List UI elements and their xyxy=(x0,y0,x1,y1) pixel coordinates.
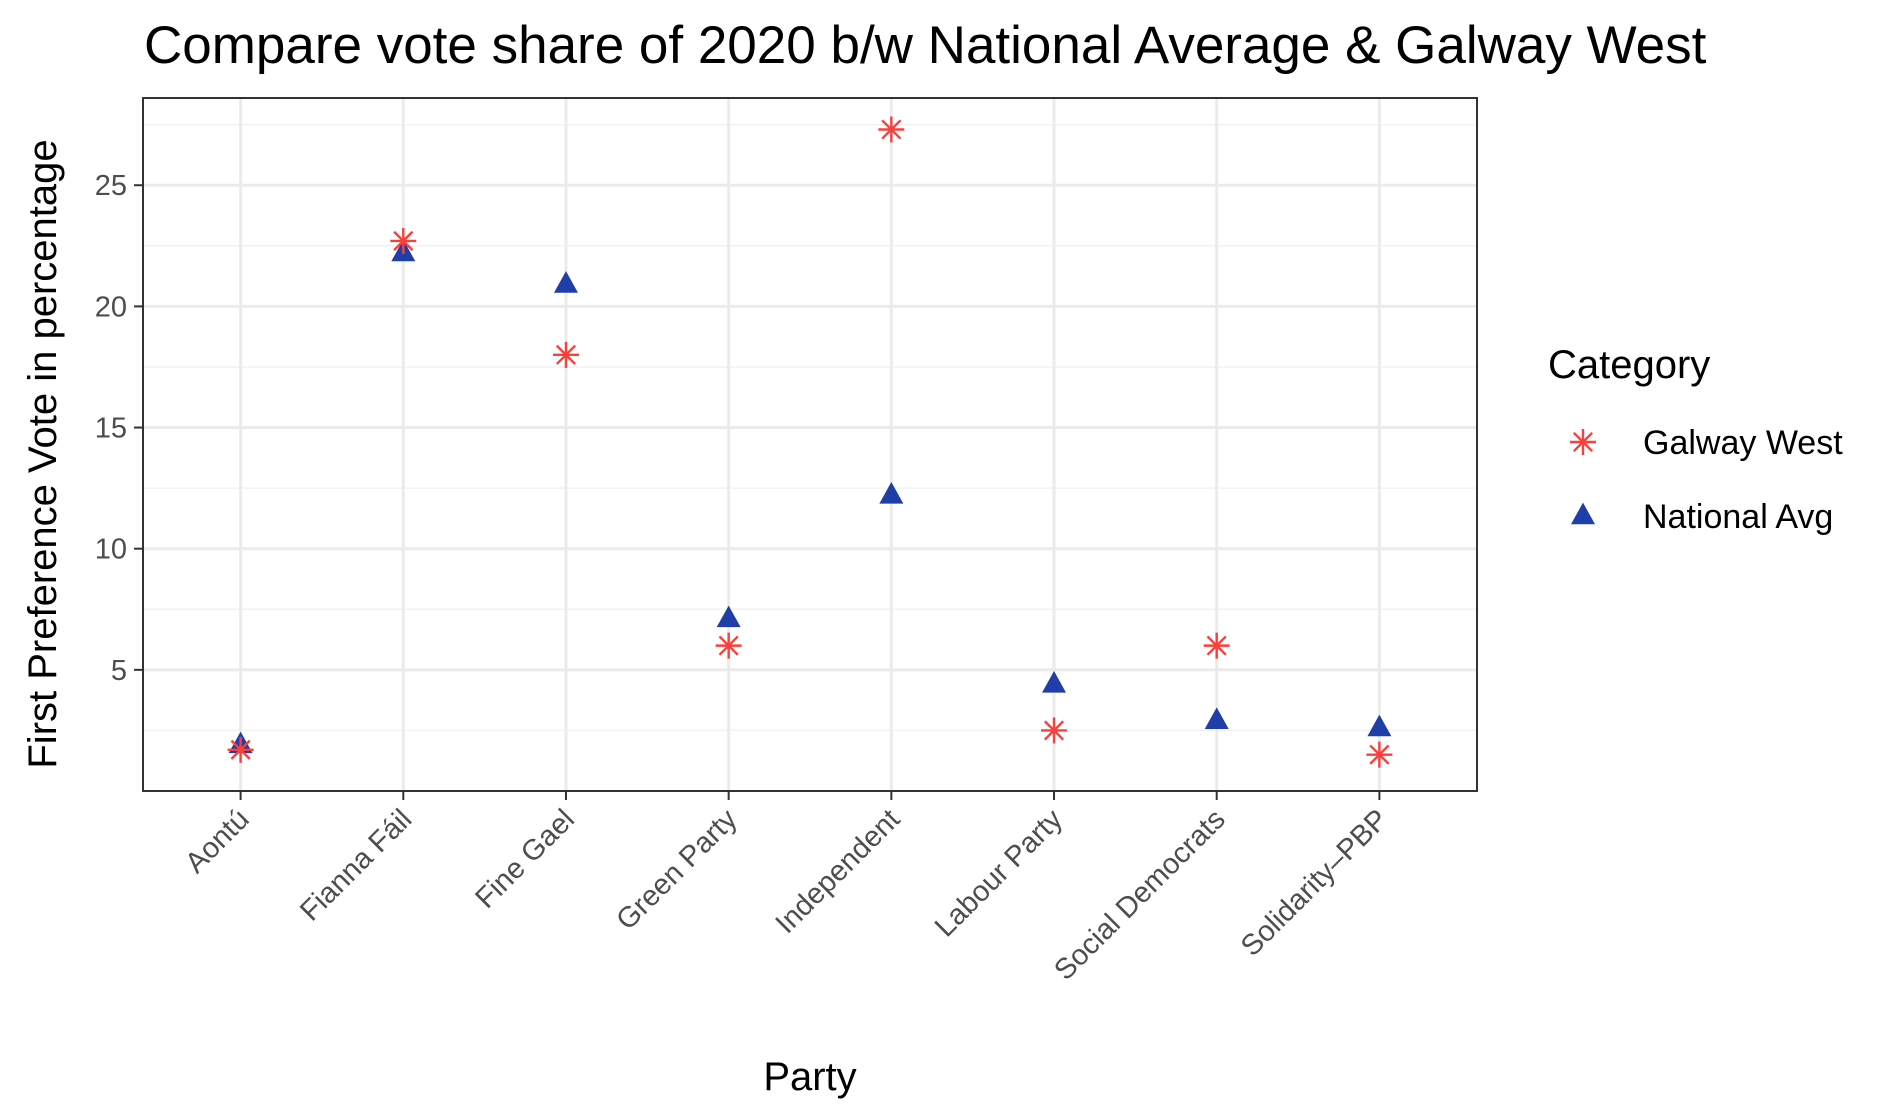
asterisk-stroke xyxy=(1369,744,1390,765)
point-galway-west xyxy=(1366,741,1393,768)
legend-label: Galway West xyxy=(1643,424,1843,462)
asterisk-stroke xyxy=(555,344,577,365)
asterisk-stroke xyxy=(718,635,739,656)
x-axis-title: Party xyxy=(763,1055,856,1099)
chart-title: Compare vote share of 2020 b/w National … xyxy=(144,16,1707,75)
plot-panel-border xyxy=(142,97,1478,792)
point-national-avg xyxy=(553,271,578,293)
asterisk-stroke xyxy=(230,739,251,760)
point-national-avg xyxy=(1204,707,1229,729)
data-points xyxy=(227,116,1393,768)
legend-label: National Avg xyxy=(1643,498,1833,536)
legend-key-national-avg xyxy=(1571,502,1595,525)
point-galway-west xyxy=(390,227,417,254)
legend-key-galway-west xyxy=(1570,429,1596,455)
y-axis-title: First Preference Vote in percentage xyxy=(21,139,65,768)
grid xyxy=(143,98,1477,791)
y-tick-label: 20 xyxy=(95,291,127,323)
asterisk-stroke xyxy=(393,230,414,252)
asterisk-stroke xyxy=(1043,720,1065,741)
asterisk-stroke xyxy=(1572,431,1594,453)
point-galway-west xyxy=(715,632,742,659)
asterisk-stroke xyxy=(881,119,902,140)
y-tick-label: 25 xyxy=(95,170,127,202)
point-national-avg xyxy=(1367,714,1392,737)
point-galway-west xyxy=(878,116,905,143)
y-tick-label: 15 xyxy=(95,413,127,445)
y-tick-label: 10 xyxy=(95,534,127,566)
legend: Category Galway West National Avg xyxy=(1548,343,1843,536)
point-galway-west xyxy=(1203,632,1230,659)
point-galway-west xyxy=(1041,717,1068,744)
legend-title: Category xyxy=(1548,343,1710,387)
point-national-avg xyxy=(1042,670,1067,693)
asterisk-stroke xyxy=(1206,635,1227,656)
y-tick-label: 5 xyxy=(111,655,127,687)
point-galway-west xyxy=(552,341,579,368)
point-galway-west xyxy=(227,736,254,763)
point-national-avg xyxy=(716,605,741,628)
point-national-avg xyxy=(879,481,904,504)
